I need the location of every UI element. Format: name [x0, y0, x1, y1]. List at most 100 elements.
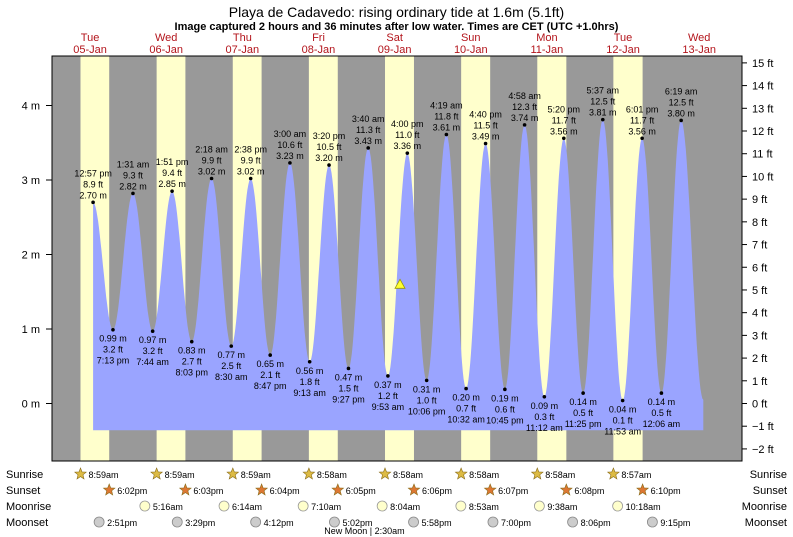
low-tide-label: 0.5 ft — [573, 408, 594, 418]
tide-point — [464, 386, 468, 391]
day-date-label: 08-Jan — [302, 44, 336, 56]
low-tide-label: 0.14 m — [648, 397, 676, 407]
sunrise-time: 8:58am — [393, 470, 423, 480]
moonset-time: 4:12pm — [264, 518, 294, 528]
right-axis-tick-label: 4 ft — [752, 308, 767, 320]
high-tide-label: 2:18 am — [195, 145, 228, 155]
day-date-label: 09-Jan — [378, 44, 412, 56]
tide-point — [111, 327, 115, 332]
high-tide-label: 5:20 pm — [548, 104, 581, 114]
axes: 0 m 1 m 2 m 3 m 4 m −2 ft −1 ft 0 ft 1 ft 2 ft 3 f… — [22, 55, 774, 462]
tide-point — [424, 378, 429, 383]
low-tide-label: 1.5 ft — [338, 383, 359, 393]
high-tide-label: 3.74 m — [511, 113, 539, 123]
high-tide-label: 2:38 pm — [234, 145, 267, 155]
low-tide-label: 9:13 am — [293, 388, 326, 398]
sunset-icon — [178, 483, 192, 496]
day-name-label: Tue — [81, 32, 100, 44]
low-tide-label: 0.19 m — [491, 393, 519, 403]
high-tide-label: 11.3 ft — [356, 125, 381, 135]
low-tide-label: 2.7 ft — [182, 357, 203, 367]
plot-frame — [51, 55, 743, 462]
high-tide-label: 1:31 am — [117, 159, 150, 169]
low-tide-label: 0.7 ft — [456, 404, 477, 414]
moonrise-time: 5:16am — [153, 502, 183, 512]
low-tide-label: 8:47 pm — [254, 381, 287, 391]
moonset-icon — [567, 516, 578, 528]
chart-subtitle: Image captured 2 hours and 36 minutes af… — [175, 21, 619, 33]
moonrise-time: 6:14am — [232, 502, 262, 512]
low-tide-label: 7:44 am — [136, 357, 169, 367]
moonrise-row-label-left: Moonrise — [6, 501, 51, 513]
tide-point — [170, 189, 174, 193]
low-tide-label: 0.1 ft — [613, 416, 634, 426]
sunset-time: 6:02pm — [117, 486, 147, 496]
high-tide-label: 3.02 m — [237, 167, 265, 177]
right-axis-tick-label: 6 ft — [752, 262, 767, 274]
moonrise-icon — [455, 500, 467, 512]
high-tide-label: 2.70 m — [79, 190, 107, 200]
tide-point — [659, 391, 664, 395]
sunrise-icon — [606, 467, 620, 480]
sunset-icon — [407, 483, 421, 496]
high-tide-label: 3.81 m — [589, 108, 617, 118]
sunrise-time: 8:59am — [165, 470, 195, 480]
day-name-label: Mon — [536, 32, 557, 44]
right-axis-tick-label: 2 ft — [752, 353, 767, 365]
tide-point — [307, 359, 312, 364]
moonset-time: 5:58pm — [422, 518, 452, 528]
low-tide-label: 9:27 pm — [332, 394, 365, 404]
low-tide-label: 0.77 m — [217, 350, 245, 360]
high-tide-label: 5:37 am — [587, 86, 620, 96]
tide-point — [522, 123, 527, 127]
day-name-label: Wed — [688, 32, 710, 44]
moonset-time: 7:00pm — [501, 518, 531, 528]
chart-title: Playa de Cadavedo: rising ordinary tide … — [229, 4, 564, 20]
tide-point — [189, 339, 194, 344]
sunrise-icon — [150, 467, 164, 480]
left-axis-tick-label: 1 m — [22, 324, 40, 336]
low-tide-label: 3.2 ft — [143, 346, 164, 356]
high-tide-label: 11.7 ft — [552, 115, 577, 125]
low-tide-label: 8:30 am — [215, 372, 248, 382]
sunset-icon — [636, 483, 650, 496]
left-axis-tick-label: 0 m — [22, 399, 40, 411]
tide-point — [503, 387, 507, 392]
moonset-time: 2:51pm — [107, 518, 137, 528]
moonrise-icon — [612, 500, 624, 512]
moonset-time: 8:06pm — [581, 518, 611, 528]
low-tide-label: 10:32 am — [447, 415, 485, 425]
moonrise-icon — [297, 500, 309, 512]
day-name-label: Sat — [386, 32, 403, 44]
low-tide-label: 0.56 m — [296, 366, 324, 376]
high-tide-label: 3.36 m — [394, 141, 422, 151]
right-axis-tick-label: 15 ft — [752, 58, 773, 70]
low-tide-label: 12:06 am — [643, 419, 681, 429]
high-tide-label: 3.56 m — [628, 126, 656, 136]
right-axis-tick-label: 10 ft — [752, 171, 773, 183]
low-tide-label: 0.83 m — [178, 346, 206, 356]
low-tide-label: 1.8 ft — [300, 377, 321, 387]
day-date-label: 11-Jan — [530, 44, 563, 56]
high-tide-label: 6:01 pm — [626, 104, 659, 114]
moonset-icon — [171, 516, 183, 528]
high-tide-label: 11.5 ft — [473, 120, 498, 130]
moonrise-time: 8:04am — [390, 502, 420, 512]
high-tide-label: 3.02 m — [198, 167, 226, 177]
high-tide-label: 12.3 ft — [512, 102, 538, 112]
moon-phase-label: New Moon | 2:30am — [324, 526, 404, 536]
right-axis-tick-label: 7 ft — [752, 240, 767, 252]
sunset-time: 6:06pm — [422, 486, 452, 496]
tide-point — [346, 366, 351, 371]
sunrise-row-label-left: Sunrise — [6, 469, 43, 481]
tide-point — [444, 132, 449, 137]
high-tide-label: 3.56 m — [550, 126, 578, 136]
low-tide-label: 2.1 ft — [260, 370, 281, 380]
high-tide-label: 8.9 ft — [83, 179, 104, 189]
low-tide-label: 1.0 ft — [417, 395, 438, 405]
high-tide-label: 3:00 am — [274, 129, 307, 139]
high-tide-label: 1:51 pm — [156, 157, 189, 167]
high-tide-label: 4:00 pm — [391, 119, 424, 129]
tide-point — [209, 176, 214, 181]
